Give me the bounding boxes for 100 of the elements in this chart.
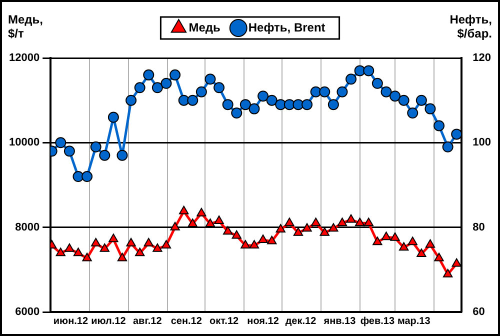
y-tick-label: 8000 — [15, 221, 40, 234]
point — [302, 223, 312, 232]
point — [354, 218, 365, 226]
point — [135, 248, 145, 256]
y-tick-label: 12000 — [8, 52, 40, 64]
point — [134, 82, 146, 94]
point — [398, 242, 409, 251]
y2-tick-label: 120 — [472, 52, 492, 64]
point — [416, 248, 426, 258]
point — [372, 78, 383, 89]
point — [434, 252, 444, 262]
point — [116, 150, 128, 161]
point — [170, 222, 180, 230]
point — [266, 94, 278, 106]
point — [364, 218, 374, 226]
point — [390, 232, 400, 241]
x-tick-label: авг.12 — [132, 316, 162, 327]
point — [346, 74, 357, 85]
point — [170, 69, 181, 80]
point — [276, 224, 286, 232]
point — [143, 69, 154, 80]
point — [293, 227, 304, 236]
point — [354, 65, 366, 76]
point — [284, 99, 295, 110]
point — [222, 99, 234, 110]
point — [380, 86, 392, 98]
point — [424, 103, 436, 114]
point — [91, 238, 101, 246]
point — [231, 108, 242, 119]
point — [100, 243, 110, 252]
y2-tick-label: 80 — [472, 221, 485, 234]
point — [346, 214, 356, 223]
legend-label: Медь — [188, 20, 220, 34]
point — [223, 226, 233, 235]
point — [442, 141, 454, 152]
point — [240, 240, 250, 249]
point — [108, 112, 119, 123]
point — [442, 268, 453, 278]
x-tick-label: июл.12 — [91, 316, 126, 327]
point — [267, 236, 277, 244]
point — [144, 238, 154, 246]
point — [160, 78, 172, 89]
point — [372, 236, 382, 246]
y-axis-title: Медь, $/т — [8, 12, 43, 40]
x-tick-label: сен.12 — [170, 316, 202, 327]
y-tick-label: 10000 — [8, 136, 40, 149]
point — [152, 82, 163, 94]
point — [248, 103, 260, 114]
point — [310, 86, 322, 98]
point — [178, 94, 190, 106]
point — [56, 248, 66, 256]
point — [72, 171, 84, 182]
point — [82, 171, 93, 182]
point — [214, 215, 224, 224]
y-tick-label: 6000 — [15, 306, 40, 318]
point — [320, 227, 330, 236]
point — [434, 120, 445, 132]
point — [407, 108, 418, 119]
point — [408, 236, 418, 246]
x-tick-label: дек.12 — [285, 316, 317, 327]
y2-tick-label: 60 — [472, 306, 485, 318]
point — [390, 90, 401, 102]
point — [336, 86, 348, 98]
point — [292, 99, 304, 110]
legend-label: Нефть, Brent — [248, 20, 326, 34]
point — [311, 218, 321, 226]
point — [232, 230, 242, 239]
point — [188, 218, 198, 227]
point — [319, 86, 330, 98]
x-tick-label: окт.12 — [210, 316, 240, 327]
point — [381, 232, 392, 240]
x-tick-label: янв.13 — [324, 316, 356, 327]
point — [55, 137, 66, 148]
point — [108, 234, 118, 242]
point — [452, 258, 462, 267]
point — [249, 240, 260, 249]
point — [196, 208, 206, 216]
point — [126, 94, 137, 106]
x-tick-label: фев.13 — [360, 316, 395, 327]
point — [284, 218, 294, 226]
point — [328, 99, 339, 110]
x-tick-label: июн.12 — [53, 316, 88, 327]
point — [82, 252, 92, 262]
point — [214, 82, 225, 94]
point — [258, 234, 268, 244]
point — [152, 243, 162, 252]
point — [451, 128, 462, 140]
point — [90, 141, 102, 152]
point — [99, 150, 110, 161]
point — [117, 252, 128, 262]
point — [64, 146, 75, 157]
x-tick-label: мар.13 — [397, 316, 431, 327]
point — [425, 239, 436, 248]
point — [204, 74, 216, 85]
point — [161, 240, 172, 249]
y2-axis-title: Нефть, $/бар. — [450, 12, 492, 40]
point — [73, 248, 84, 256]
point — [416, 94, 427, 106]
point — [398, 94, 410, 106]
point — [275, 99, 286, 110]
